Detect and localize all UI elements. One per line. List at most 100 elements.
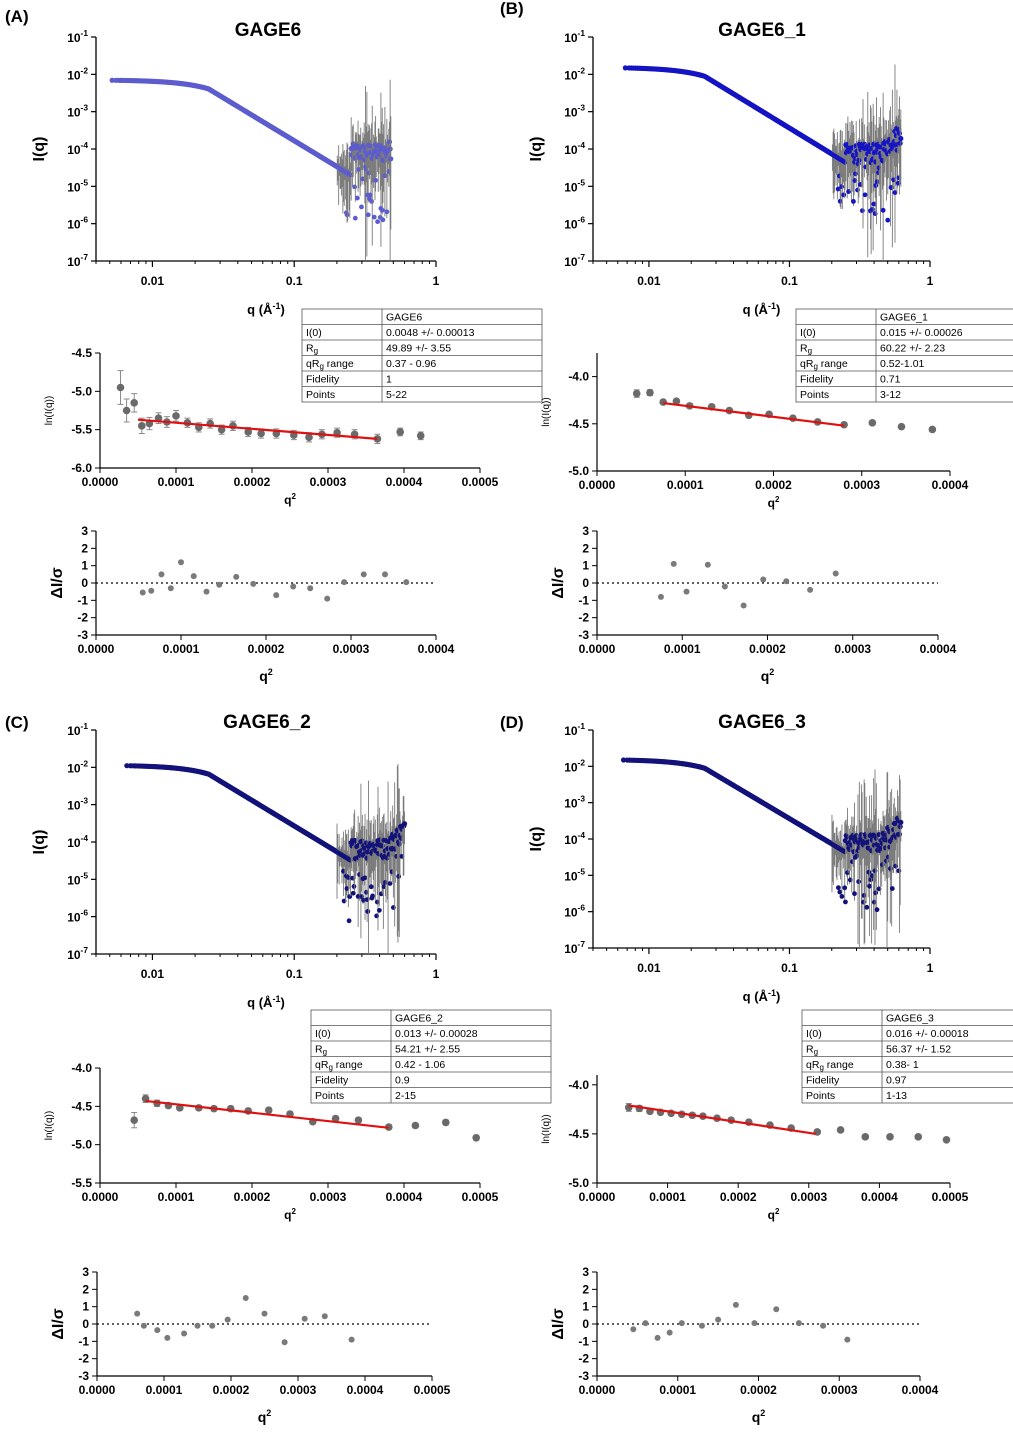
panel-c-residual-ytick-label: 1 <box>82 1300 89 1314</box>
panel-b-residual-xtick-label: 0.0003 <box>834 642 871 656</box>
panel-b-scatter-xlabel: q (Å-1) <box>743 301 781 317</box>
panel-a-guinier-point <box>138 422 146 430</box>
panel-a-guinier-ytick-label: -5.5 <box>71 423 92 437</box>
panel-b-scatter-point <box>898 135 904 142</box>
panel-c-residual-ytick-label: 3 <box>82 1265 89 1279</box>
panel-b-results-table-value: 60.22 +/- 2.23 <box>880 343 945 355</box>
panel-b-residual-point <box>783 578 790 585</box>
panel-d-residual-point <box>820 1322 827 1329</box>
panel-d-residual-point <box>715 1316 722 1323</box>
panel-d-guinier-xtick-label: 0.0004 <box>861 1190 898 1204</box>
panel-d-scatter-point <box>852 891 857 897</box>
panel-b-guinier-xtick-label: 0.0001 <box>667 478 704 492</box>
panel-b-results-table-key: qRg range <box>800 358 848 371</box>
panel-d-results-table-header: GAGE6_3 <box>886 1013 934 1025</box>
panel-c-residual-point <box>261 1310 268 1317</box>
panel-c-results-table-key: I(0) <box>315 1028 331 1040</box>
panel-c-residual-point <box>209 1322 216 1329</box>
panel-a-residual-point <box>167 585 174 592</box>
panel-c-scatter-point <box>351 884 357 889</box>
panel-b-residual-ytick-label: 1 <box>582 559 589 573</box>
panel-c-residual-xtick-label: 0.0003 <box>280 1383 317 1397</box>
panel-c-scatter-point <box>370 893 375 899</box>
panel-b-scatter-point <box>841 192 847 198</box>
panel-b-guinier-point <box>659 398 667 406</box>
panel-d-residual-ytick-label: -1 <box>578 1334 589 1348</box>
panel-d-guinier-ytick-label: -5.0 <box>568 1176 589 1190</box>
panel-c-scatter-ylabel: I(q) <box>31 830 48 855</box>
panel-c-results-table-value: 0.9 <box>395 1075 410 1087</box>
panel-b-guinier-xtick-label: 0.0000 <box>579 478 616 492</box>
panel-c-results-table-key: Fidelity <box>315 1075 349 1087</box>
panel-a-guinier-xtick-label: 0.0005 <box>462 475 499 489</box>
panel-a-scatter-point <box>352 184 358 190</box>
panel-b-guinier-point <box>672 397 681 405</box>
panel-c-residual-xtick-label: 0.0000 <box>79 1383 116 1397</box>
panel-b-scatter-point <box>839 184 845 190</box>
panel-a-guinier-point <box>130 399 138 407</box>
panel-d-scatter-point <box>854 853 860 858</box>
panel-d-scatter-point <box>874 907 880 913</box>
panel-a-residual-ytick-label: -3 <box>77 628 88 642</box>
panel-a-residual-ytick-label: -2 <box>77 611 88 625</box>
panel-a-scatter-ytick-label: 10-7 <box>67 252 88 269</box>
panel-c-scatter-point <box>124 763 130 769</box>
panel-d-scatter-point <box>843 899 848 905</box>
panel-c-residual-point <box>348 1336 355 1343</box>
panel-a-residual-xtick-label: 0.0002 <box>248 642 285 656</box>
panel-b-scatter-xtick-label: 0.1 <box>781 274 798 288</box>
panel-b-guinier-ytick-label: -4.5 <box>568 417 589 431</box>
panel-c-results-table-key: qRg range <box>315 1059 363 1072</box>
panel-d-guinier-fit-line <box>628 1104 817 1135</box>
panel-a-results-table-key: Fidelity <box>306 374 340 386</box>
panel-a-scatter-ytick-label: 10-4 <box>67 140 88 157</box>
panel-a-guinier-point <box>396 428 405 436</box>
panel-b-scatter-point <box>873 183 879 188</box>
panel-d-scatter-point <box>893 863 898 869</box>
panel-d-results-table-value: 56.37 +/- 1.52 <box>886 1044 951 1056</box>
panel-d-scatter-point <box>620 757 627 763</box>
panel-c-guinier-xlabel: q2 <box>284 1207 296 1222</box>
panel-a-scatter-point <box>375 219 380 225</box>
panel-a-scatter-point <box>367 192 373 198</box>
panel-b-scatter-point <box>871 201 877 207</box>
panel-a-residual-point <box>403 579 410 586</box>
panel-c-guinier-ylabel: ln(I(q)) <box>44 1111 55 1140</box>
panel-a-scatter-ytick-label: 10-6 <box>67 215 88 232</box>
panel-b-residual-point <box>760 576 767 583</box>
panel-c-scatter-point <box>350 890 356 896</box>
panel-c-scatter-point <box>387 881 393 886</box>
panel-c-residual-xtick-label: 0.0004 <box>347 1383 384 1397</box>
panel-a-scatter-point <box>359 204 364 210</box>
panel-b-residual-point <box>704 561 711 568</box>
panel-a-residual-point <box>148 587 155 594</box>
panel-c-guinier-xtick-label: 0.0003 <box>310 1190 347 1204</box>
panel-d-scatter-ytick-label: 10-3 <box>564 794 585 811</box>
panel-d-guinier-point <box>836 1126 845 1134</box>
panel-b-guinier-xtick-label: 0.0003 <box>843 478 880 492</box>
panel-d-residual-ylabel: ΔI/σ <box>550 1308 567 1339</box>
panel-d-residual-xtick-label: 0.0000 <box>579 1383 616 1397</box>
panel-c-guinier-point <box>331 1114 340 1123</box>
panel-c-residual-xtick-label: 0.0002 <box>213 1383 250 1397</box>
panel-a-residual-xtick-label: 0.0004 <box>418 642 455 656</box>
panel-c-scatter-xtick-label: 1 <box>433 967 440 981</box>
panel-c-scatter-xtick-label: 0.1 <box>286 967 303 981</box>
panel-b-residual-point <box>683 588 690 595</box>
panel-a-guinier-point <box>172 412 180 420</box>
panel-a-residual-ylabel: ΔI/σ <box>49 567 66 598</box>
panel-b-guinier-ylabel: ln(I(q)) <box>541 397 552 426</box>
panel-c-scatter-point <box>346 918 352 924</box>
panel-d-residual-point <box>795 1320 802 1327</box>
panel-c-results-table-header: GAGE6_2 <box>395 1013 443 1025</box>
panel-a-scatter-ytick-label: 10-5 <box>67 177 88 194</box>
panel-d-scatter-point <box>867 883 872 889</box>
panel-d-scatter-point <box>868 877 874 883</box>
panel-b-results-table-value: 0.015 +/- 0.00026 <box>880 327 963 339</box>
panel-b-scatter-ytick-label: 10-1 <box>564 28 585 45</box>
panel-c-scatter-point <box>382 880 388 885</box>
panel-c-results-table: GAGE6_2 I(0) 0.013 +/- 0.00028 Rg 54.21 +/- … <box>310 1009 552 1104</box>
panel-d-guinier-ylabel: ln(I(q)) <box>541 1114 552 1143</box>
panel-d-scatter-point <box>861 893 867 898</box>
panel-c-results-table-value: 0.013 +/- 0.00028 <box>395 1028 478 1040</box>
